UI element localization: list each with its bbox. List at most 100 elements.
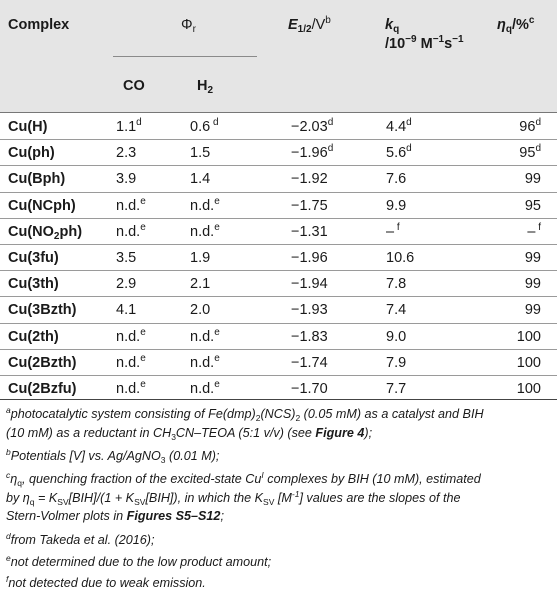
cell-e: −1.31 bbox=[291, 223, 328, 240]
complex-name: Cu(3Bzth) bbox=[8, 302, 77, 319]
complex-name: Cu(2Bzth) bbox=[8, 354, 77, 371]
footnote-f: fnot detected due to weak emission. bbox=[6, 574, 206, 590]
table-row: Cu(Bph) 3.9 1.4 −1.92 7.6 99 bbox=[0, 166, 557, 192]
figure-4-link: Figure 4 bbox=[315, 425, 365, 440]
header-bottom-rule bbox=[0, 112, 557, 113]
row-divider bbox=[0, 244, 557, 245]
cell-e: −1.92 bbox=[291, 171, 328, 188]
footnote-b: bPotentials [V] vs. Ag/AgNO3 (0.01 M); bbox=[6, 447, 220, 465]
cell-h2: 1.9 bbox=[190, 250, 211, 266]
complex-name: Cu(NCph) bbox=[8, 197, 76, 214]
col-header-kq: kq bbox=[385, 17, 400, 35]
cell-e: −2.03d bbox=[291, 117, 334, 136]
row-divider bbox=[0, 165, 557, 167]
cell-kq: 4.4d bbox=[386, 117, 412, 136]
cell-kq: 10.6 bbox=[386, 250, 415, 266]
phi-group-underline bbox=[113, 56, 257, 57]
cell-kq: 7.8 bbox=[386, 276, 407, 293]
cell-h2: 1.4 bbox=[190, 171, 211, 188]
cell-h2: n.d.e bbox=[190, 326, 220, 345]
cell-kq: – f bbox=[386, 221, 400, 240]
cell-eta: 99 bbox=[524, 302, 541, 319]
col-header-phi: Φr bbox=[181, 17, 196, 35]
row-divider bbox=[0, 139, 557, 141]
row-divider bbox=[0, 348, 557, 350]
cell-h2: n.d.e bbox=[190, 221, 220, 240]
complex-name: Cu(ph) bbox=[8, 145, 55, 162]
row-divider bbox=[0, 322, 557, 324]
table-row: Cu(2th) n.d.e n.d.e −1.83 9.0 100 bbox=[0, 324, 557, 350]
cell-eta: 100 bbox=[516, 381, 541, 397]
row-divider bbox=[0, 375, 557, 376]
table-row: Cu(3fu) 3.5 1.9 −1.96 10.6 99 bbox=[0, 245, 557, 271]
cell-e: −1.74 bbox=[291, 354, 328, 371]
footnote-a: aphotocatalytic system consisting of Fe(… bbox=[6, 405, 484, 442]
cell-eta: 100 bbox=[516, 354, 541, 371]
cell-co: 4.1 bbox=[116, 302, 137, 319]
cell-kq: 5.6d bbox=[386, 143, 412, 162]
cell-h2: n.d.e bbox=[190, 195, 220, 214]
table-row: Cu(2Bzth) n.d.e n.d.e −1.74 7.9 100 bbox=[0, 350, 557, 376]
cell-e: −1.75 bbox=[291, 197, 328, 214]
cell-eta: 96d bbox=[519, 117, 541, 136]
cell-h2: 2.1 bbox=[190, 276, 211, 293]
cell-h2: n.d.e bbox=[190, 352, 220, 371]
cell-kq: 7.6 bbox=[386, 171, 407, 188]
cell-e: −1.96 bbox=[291, 250, 328, 266]
table-row: Cu(NO2ph) n.d.e n.d.e −1.31 – f – f bbox=[0, 219, 557, 245]
cell-e: −1.93 bbox=[291, 302, 328, 319]
table-row: Cu(3th) 2.9 2.1 −1.94 7.8 99 bbox=[0, 271, 557, 297]
cell-co: 1.1d bbox=[116, 117, 142, 136]
cell-eta: 100 bbox=[516, 328, 541, 345]
col-header-co: CO bbox=[123, 78, 145, 94]
table-row: Cu(2Bzfu) n.d.e n.d.e −1.70 7.7 100 bbox=[0, 376, 557, 402]
table-row: Cu(H) 1.1d 0.6 d −2.03d 4.4d 96d bbox=[0, 114, 557, 140]
complex-name: Cu(Bph) bbox=[8, 171, 66, 188]
footnote-c: cηq, quenching fraction of the excited-s… bbox=[6, 470, 481, 523]
table-header-background bbox=[0, 0, 557, 112]
cell-co: n.d.e bbox=[116, 221, 146, 240]
col-header-h2: H2 bbox=[197, 78, 214, 96]
cell-eta: 95d bbox=[519, 143, 541, 162]
footnote-e: enot determined due to the low product a… bbox=[6, 553, 272, 569]
cell-e: −1.70 bbox=[291, 381, 328, 397]
footnote-d: dfrom Takeda et al. (2016); bbox=[6, 531, 155, 547]
complex-name: Cu(2th) bbox=[8, 328, 59, 345]
col-header-eta: ηq/%c bbox=[497, 15, 535, 35]
row-divider bbox=[0, 296, 557, 298]
cell-kq: 7.7 bbox=[386, 381, 407, 397]
cell-eta: 99 bbox=[524, 276, 541, 293]
row-divider bbox=[0, 270, 557, 272]
cell-co: n.d.e bbox=[116, 379, 146, 398]
cell-eta: – f bbox=[527, 221, 541, 240]
complex-name: Cu(H) bbox=[8, 119, 48, 135]
cell-h2: n.d.e bbox=[190, 379, 220, 398]
cell-e: −1.94 bbox=[291, 276, 328, 293]
cell-kq: 9.9 bbox=[386, 197, 407, 214]
table-bottom-rule bbox=[0, 399, 557, 400]
cell-co: n.d.e bbox=[116, 195, 146, 214]
cell-eta: 99 bbox=[524, 250, 541, 266]
complex-name: Cu(2Bzfu) bbox=[8, 381, 77, 397]
complex-name: Cu(NO2ph) bbox=[8, 223, 83, 242]
row-divider bbox=[0, 217, 557, 219]
cell-co: 2.9 bbox=[116, 276, 137, 293]
cell-h2: 1.5 bbox=[190, 145, 211, 162]
cell-kq: 9.0 bbox=[386, 328, 407, 345]
cell-eta: 99 bbox=[524, 171, 541, 188]
cell-co: 3.5 bbox=[116, 250, 137, 266]
cell-h2: 0.6 d bbox=[190, 117, 219, 136]
cell-h2: 2.0 bbox=[190, 302, 211, 319]
complex-name: Cu(3fu) bbox=[8, 250, 59, 266]
cell-co: n.d.e bbox=[116, 352, 146, 371]
cell-co: 3.9 bbox=[116, 171, 137, 188]
table-row: Cu(3Bzth) 4.1 2.0 −1.93 7.4 99 bbox=[0, 297, 557, 323]
cell-e: −1.83 bbox=[291, 328, 328, 345]
col-header-complex: Complex bbox=[8, 17, 70, 33]
cell-co: n.d.e bbox=[116, 326, 146, 345]
cell-e: −1.96d bbox=[291, 143, 334, 162]
cell-eta: 95 bbox=[524, 197, 541, 214]
figures-s5-s12-link: Figures S5–S12 bbox=[126, 509, 221, 523]
complex-name: Cu(3th) bbox=[8, 276, 59, 293]
